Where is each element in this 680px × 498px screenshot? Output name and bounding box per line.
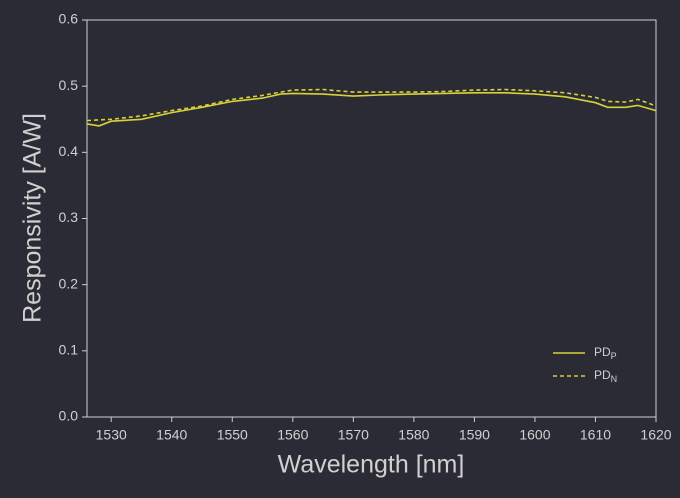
legend-subscript: P xyxy=(611,351,617,361)
x-tick-label: 1570 xyxy=(338,427,369,443)
x-tick-label: 1540 xyxy=(156,427,187,443)
legend-name: PD xyxy=(594,368,611,382)
legend-subscript: N xyxy=(611,374,618,384)
x-tick-label: 1560 xyxy=(277,427,308,443)
y-tick-label: 0.2 xyxy=(59,275,79,291)
x-tick-label: 1620 xyxy=(640,427,671,443)
x-tick-label: 1580 xyxy=(398,427,429,443)
x-axis-title: Wavelength [nm] xyxy=(278,451,465,479)
plot-frame xyxy=(86,19,657,418)
legend-name: PD xyxy=(594,345,611,359)
x-tick-label: 1530 xyxy=(96,427,127,443)
y-axis-title: Responsivity [A/W] xyxy=(19,113,47,323)
legend-label: PDP xyxy=(594,345,617,361)
y-tick-label: 0.1 xyxy=(59,342,79,358)
x-tick-label: 1610 xyxy=(580,427,611,443)
y-tick-label: 0.4 xyxy=(59,143,79,159)
y-tick-label: 0.5 xyxy=(59,77,79,93)
x-tick-label: 1600 xyxy=(519,427,550,443)
y-tick-label: 0.3 xyxy=(59,209,79,225)
x-tick-label: 1590 xyxy=(459,427,490,443)
data-line xyxy=(86,92,657,127)
y-tick-label: 0.6 xyxy=(59,11,79,27)
x-tick-label: 1550 xyxy=(217,427,248,443)
data-line xyxy=(86,88,657,122)
y-tick-label: 0.0 xyxy=(59,408,79,424)
legend-label: PDN xyxy=(594,368,617,384)
